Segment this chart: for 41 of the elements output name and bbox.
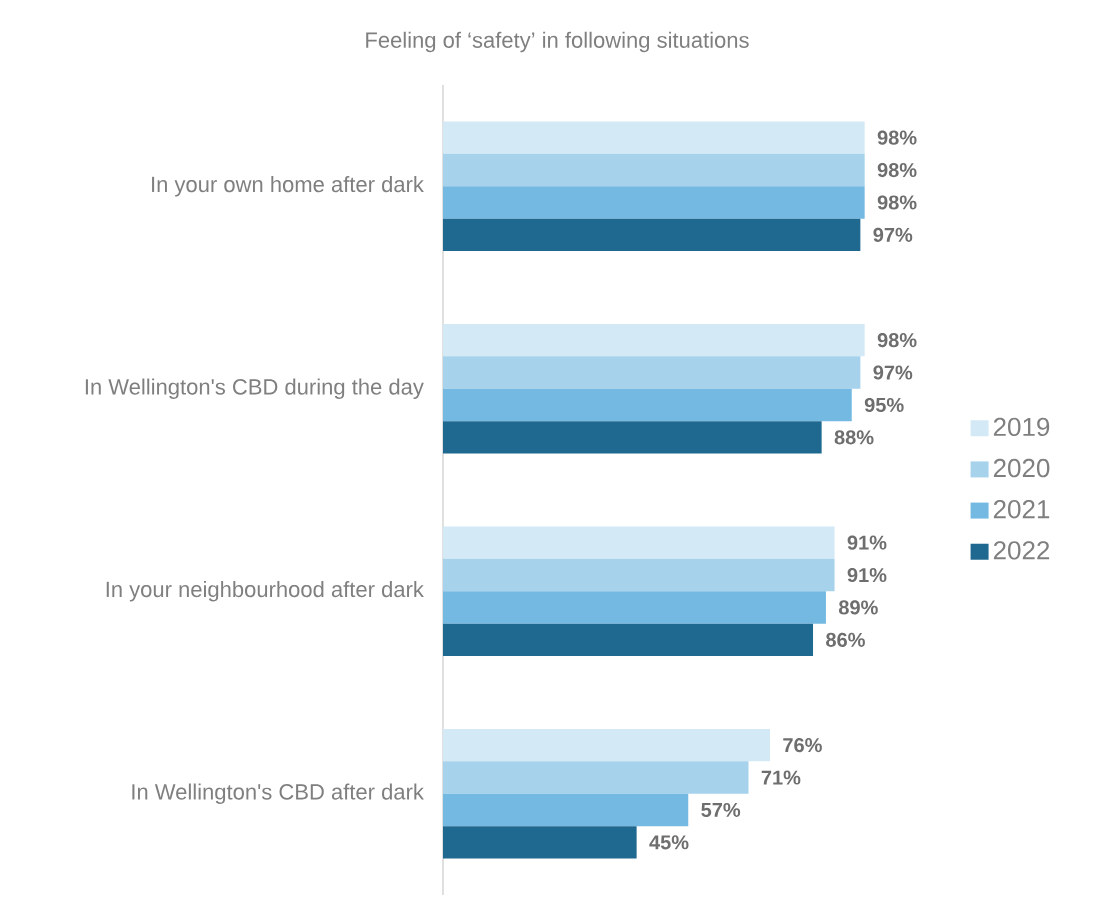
bar bbox=[443, 526, 835, 559]
data-label: 91% bbox=[847, 535, 887, 550]
bar bbox=[443, 558, 835, 592]
bar bbox=[443, 761, 749, 794]
y-tick-label: In Wellington's CBD during the day bbox=[85, 378, 424, 399]
data-label: 91% bbox=[847, 567, 887, 583]
bar bbox=[443, 421, 822, 454]
bar bbox=[443, 153, 865, 187]
data-label: 76% bbox=[783, 738, 822, 753]
bar bbox=[443, 121, 865, 154]
bar bbox=[443, 591, 826, 624]
data-label: 95% bbox=[864, 397, 904, 413]
data-label: 86% bbox=[826, 632, 865, 647]
bar bbox=[443, 728, 770, 762]
data-label: 45% bbox=[649, 835, 689, 850]
data-label: 98% bbox=[877, 195, 917, 210]
data-label: 71% bbox=[761, 770, 801, 785]
bar bbox=[443, 623, 814, 657]
data-label: 97% bbox=[873, 365, 913, 380]
y-tick-label: In your neighbourhood after dark bbox=[106, 581, 424, 602]
data-label: 88% bbox=[834, 430, 874, 445]
bar bbox=[443, 186, 865, 219]
data-label: 98% bbox=[877, 130, 917, 145]
bar bbox=[443, 388, 852, 422]
bar bbox=[443, 793, 689, 827]
data-label: 97% bbox=[873, 227, 913, 242]
data-label: 98% bbox=[877, 162, 917, 178]
legend-label: 2020 bbox=[993, 458, 1050, 478]
chart-title: Feeling of ‘safety’ in following situations bbox=[366, 31, 749, 53]
data-label: 57% bbox=[701, 802, 741, 817]
bar bbox=[443, 826, 637, 859]
legend-label: 2022 bbox=[993, 541, 1050, 560]
legend-label: 2019 bbox=[993, 417, 1050, 437]
bar bbox=[443, 218, 861, 252]
data-label: 89% bbox=[838, 600, 878, 615]
bar bbox=[443, 323, 865, 357]
data-label: 98% bbox=[877, 333, 917, 348]
y-tick-label: In Wellington's CBD after dark bbox=[132, 783, 424, 804]
bar bbox=[443, 356, 861, 389]
legend-label: 2021 bbox=[993, 499, 1050, 519]
y-tick-label: In your own home after dark bbox=[152, 176, 424, 197]
